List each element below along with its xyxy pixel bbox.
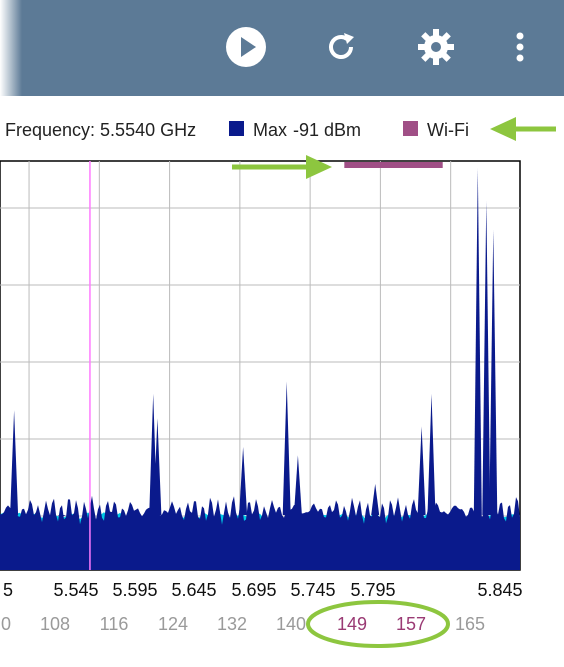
settings-button[interactable]	[411, 22, 461, 72]
channel-tick-label: 108	[39, 614, 71, 634]
wifi-swatch	[403, 121, 418, 136]
channel-tick-label: 132	[216, 614, 248, 634]
frequency-axis-labels: 5 5.545 5.595 5.645 5.695 5.745 5.795 5.845	[0, 580, 564, 606]
frequency-tick-label: 5.595	[112, 580, 158, 600]
refresh-icon	[329, 33, 354, 59]
app-toolbar	[0, 0, 564, 96]
signal-peak	[417, 426, 426, 515]
channel-tick-label: 165	[454, 614, 486, 634]
more-vert-icon	[516, 32, 524, 62]
frequency-tick-label: 5.645	[171, 580, 217, 600]
channel-tick-label: 0	[0, 614, 12, 634]
max-trace	[0, 168, 520, 570]
signal-peak	[371, 483, 380, 515]
channel-tick-label: 116	[99, 614, 129, 634]
channel-tick-label: 140	[275, 614, 307, 634]
signal-peak	[153, 418, 162, 515]
channel-axis-labels: 0 108 116 124 132 140 149 157 165	[0, 614, 564, 640]
signal-peak	[282, 381, 291, 515]
channel-tick-label: 149	[336, 614, 368, 634]
signal-peak	[293, 455, 302, 515]
max-label: Max	[253, 120, 288, 140]
signal-peak	[57, 515, 66, 517]
signal-peak	[239, 447, 248, 515]
signal-peak	[10, 410, 19, 515]
frequency-tick-label: 5.745	[290, 580, 336, 600]
chart-legend: Frequency: 5.5540 GHz Max -91 dBm Wi-Fi	[0, 112, 564, 146]
signal-peak	[489, 229, 498, 515]
signal-peak	[473, 168, 482, 515]
frequency-readout: Frequency: 5.5540 GHz	[5, 120, 197, 140]
signal-peak	[427, 393, 436, 515]
channel-tick-label: 124	[157, 614, 189, 634]
frequency-tick-label: 5.695	[231, 580, 277, 600]
wifi-band-bar	[344, 162, 443, 168]
play-button[interactable]	[221, 22, 271, 72]
max-value: -91 dBm	[293, 120, 362, 140]
max-swatch	[229, 121, 244, 136]
wifi-label: Wi-Fi	[427, 120, 469, 140]
settings-icon	[418, 29, 454, 65]
frequency-tick-label: 5.545	[53, 580, 99, 600]
wifi-band-indicator	[344, 162, 443, 168]
noise-floor	[0, 495, 520, 570]
spectrum-chart[interactable]	[0, 160, 526, 572]
channel-tick-label: 157	[395, 614, 427, 634]
play-icon	[226, 27, 266, 67]
refresh-button[interactable]	[316, 22, 366, 72]
more-button[interactable]	[495, 22, 545, 72]
frequency-tick-label: 5.845	[477, 580, 523, 600]
signal-peak	[482, 201, 491, 515]
frequency-tick-label: 5.795	[350, 580, 396, 600]
frequency-tick-label: 5	[2, 580, 14, 600]
